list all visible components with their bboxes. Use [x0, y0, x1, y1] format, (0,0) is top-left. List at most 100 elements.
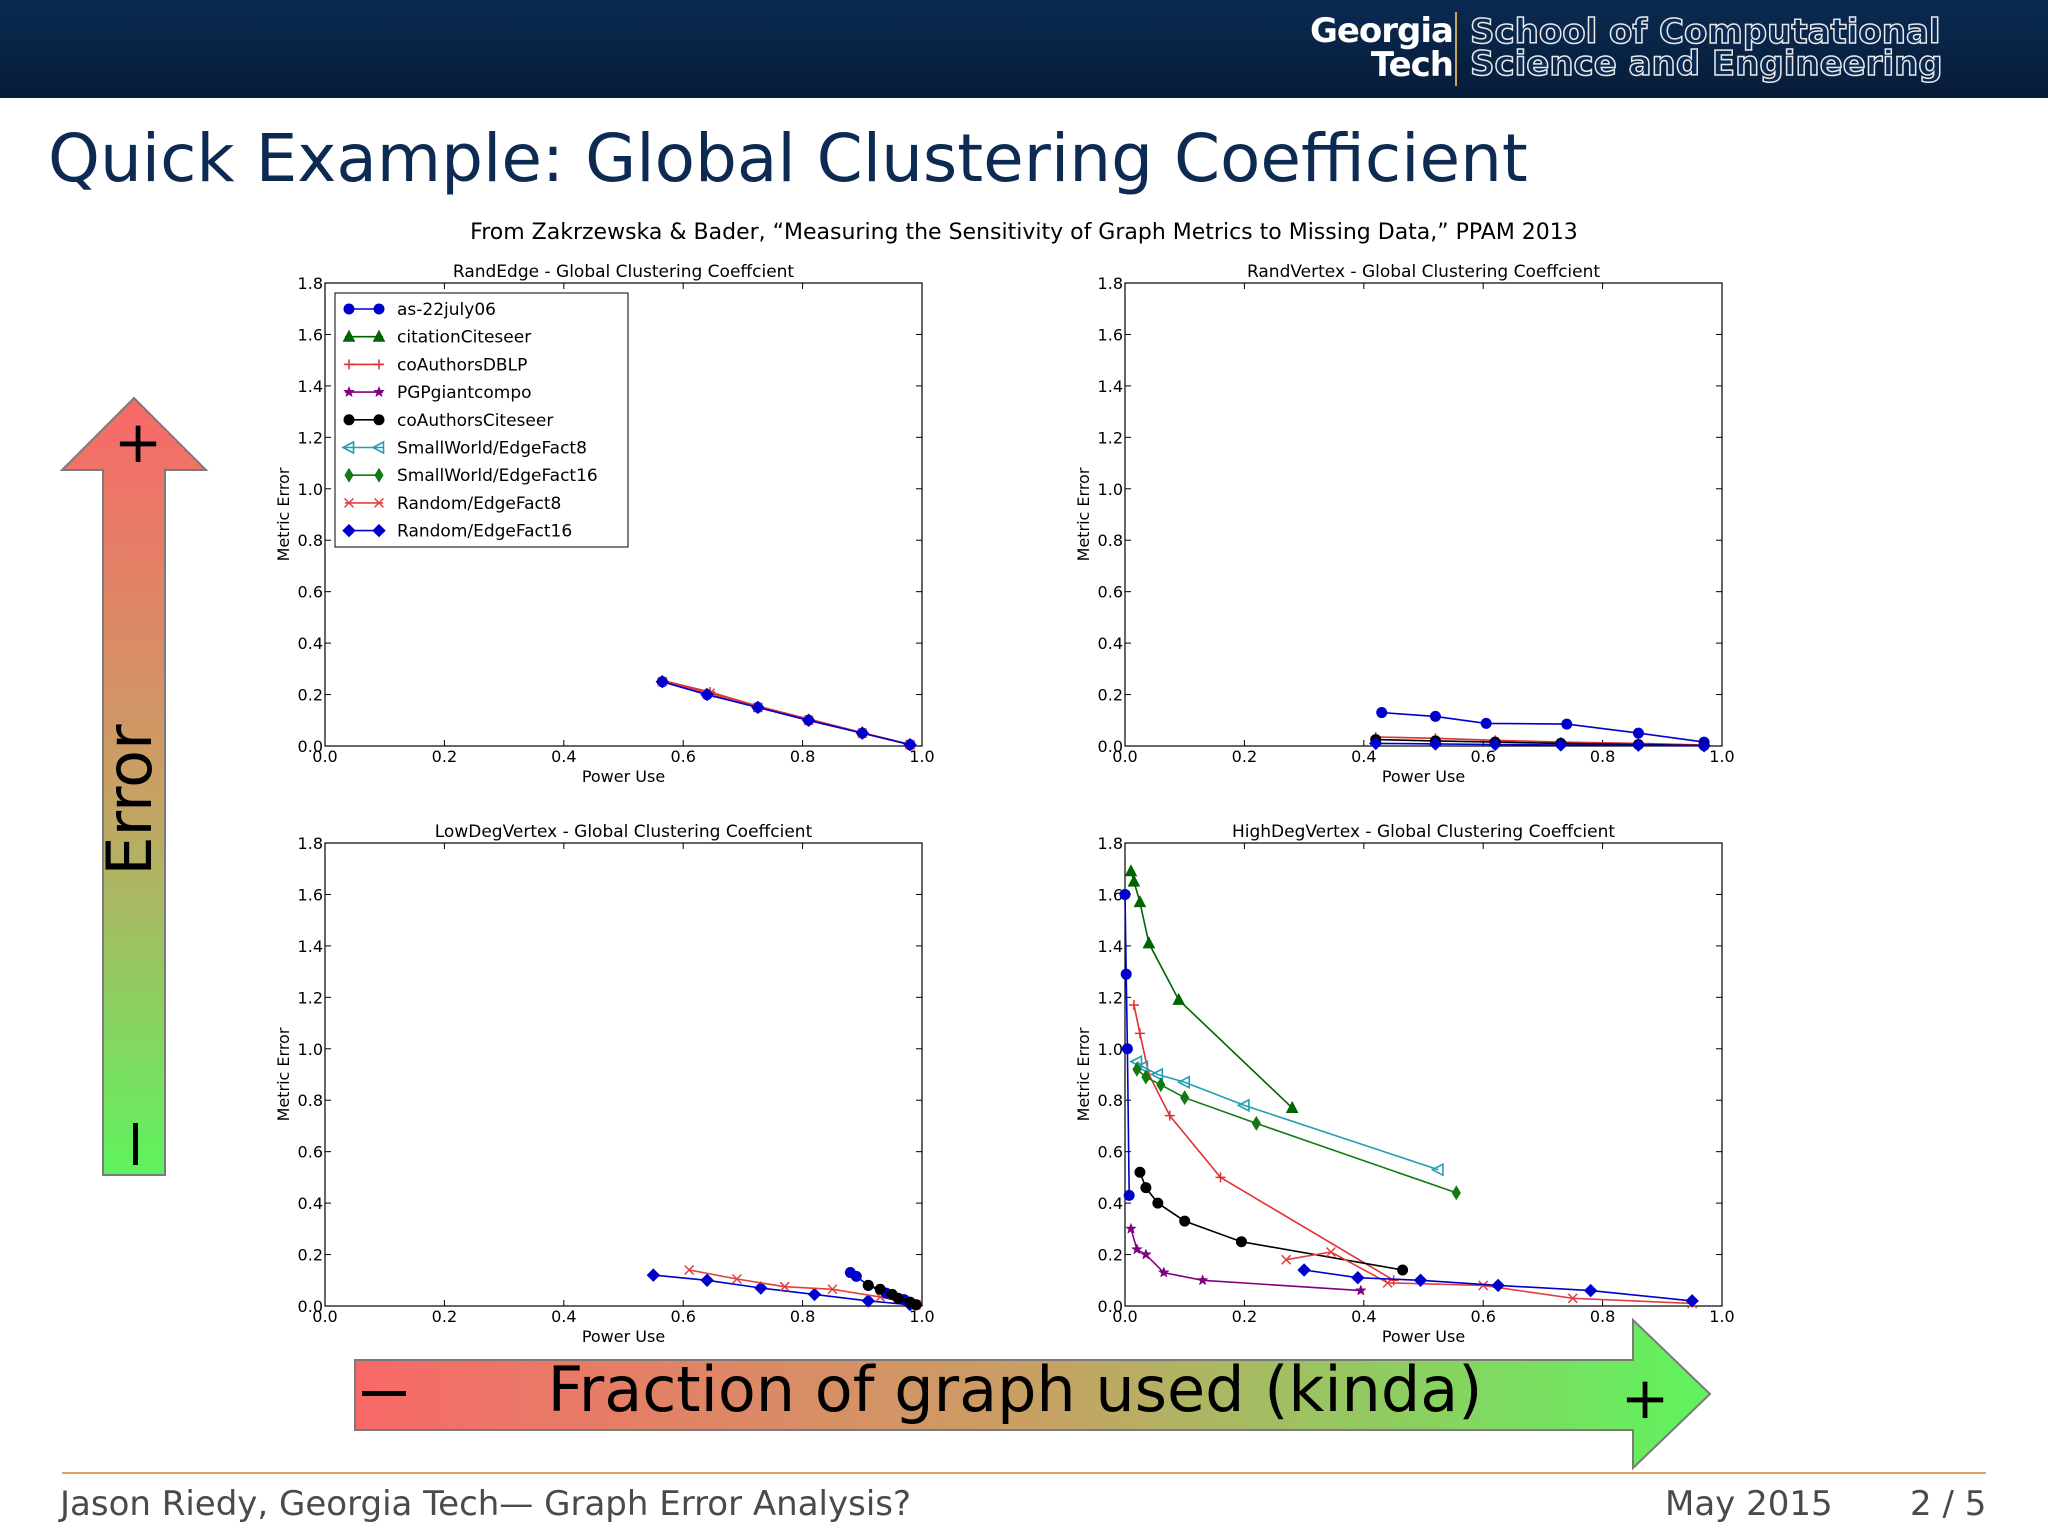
- header-band: [0, 0, 2048, 98]
- x-tick-label: 0.2: [1232, 1307, 1257, 1326]
- legend-marker-end: [373, 303, 385, 315]
- data-point: [1685, 1294, 1699, 1308]
- y-tick-label: 1.4: [1098, 377, 1123, 396]
- data-point: [1697, 739, 1711, 753]
- data-point: [1127, 874, 1141, 887]
- data-point: [1429, 710, 1441, 722]
- legend-entry: Random/EdgeFact16: [342, 522, 572, 542]
- x-tick-label: 0.6: [1470, 1307, 1495, 1326]
- data-point: [1179, 1215, 1191, 1227]
- chart-lowdegvertex: LowDegVertex - Global Clustering Coeffci…: [274, 822, 935, 1346]
- y-tick-label: 0.4: [298, 1194, 323, 1213]
- data-point: [1351, 1270, 1365, 1285]
- x-tick-label: 0.6: [670, 1307, 695, 1326]
- series-random-edgefact8: [1281, 1246, 1698, 1309]
- y-tick-label: 0.8: [298, 531, 323, 550]
- legend-label: SmallWorld/EdgeFact16: [397, 466, 598, 486]
- legend-marker-start: [344, 467, 354, 483]
- data-point: [807, 1287, 822, 1302]
- y-tick-label: 1.2: [298, 988, 323, 1007]
- data-point: [1488, 737, 1502, 752]
- series-line: [662, 680, 911, 746]
- footer-author: Jason Riedy, Georgia Tech— Graph Error A…: [60, 1484, 912, 1524]
- data-point: [1235, 1236, 1247, 1248]
- legend-label: as-22july06: [397, 300, 496, 320]
- series-line: [1133, 1004, 1395, 1281]
- legend-label: Random/EdgeFact8: [397, 494, 561, 514]
- data-point: [1134, 1028, 1145, 1039]
- y-tick-label: 0.0: [1098, 1297, 1123, 1316]
- series-coauthorsciteseer: [862, 1279, 922, 1311]
- data-point: [1119, 888, 1131, 900]
- data-point: [850, 1270, 862, 1282]
- data-point: [684, 1264, 695, 1276]
- y-tick-label: 0.4: [1098, 634, 1123, 653]
- data-point: [1196, 1274, 1209, 1286]
- data-point: [1376, 707, 1388, 719]
- x-tick-label: 1.0: [1709, 1307, 1734, 1326]
- data-point: [1215, 1172, 1226, 1183]
- y-tick-label: 1.8: [298, 274, 323, 293]
- legend-entry: as-22july06: [343, 300, 496, 320]
- x-tick-label: 0.8: [790, 1307, 815, 1326]
- series-as-22july06: [1376, 707, 1710, 748]
- y-tick-label: 0.8: [1098, 531, 1123, 550]
- data-point: [655, 674, 670, 689]
- data-point: [779, 1281, 790, 1292]
- fraction-arrow: Fraction of graph used (kinda) +: [354, 1317, 1712, 1471]
- chart-title: LowDegVertex - Global Clustering Coeffci…: [435, 822, 813, 842]
- data-point: [862, 1279, 874, 1291]
- legend-label: coAuthorsDBLP: [397, 355, 527, 375]
- x-tick-label: 1.0: [1709, 747, 1734, 766]
- series-pgpgiantcompo: [1125, 1222, 1367, 1296]
- data-point: [1297, 1263, 1311, 1277]
- series-line: [1303, 1269, 1693, 1302]
- fraction-arrow-minus-bar: [362, 1391, 406, 1396]
- data-point: [1172, 992, 1186, 1005]
- legend-entry: Random/EdgeFact8: [343, 494, 561, 514]
- legend-entry: coAuthorsCiteseer: [343, 411, 553, 431]
- logo-line-tech: Tech: [1370, 45, 1454, 85]
- legend-entry: coAuthorsDBLP: [344, 355, 527, 375]
- data-point: [903, 738, 917, 752]
- legend-marker-end: [373, 414, 385, 426]
- data-point: [861, 1294, 875, 1308]
- data-point: [646, 1268, 661, 1282]
- error-arrow-label: Error: [93, 724, 166, 876]
- fraction-arrow-label: Fraction of graph used (kinda): [548, 1353, 1483, 1426]
- x-tick-label: 0.4: [551, 1307, 576, 1326]
- data-point: [1631, 738, 1646, 752]
- y-axis-label: Metric Error: [1074, 467, 1093, 561]
- chart-title: HighDegVertex - Global Clustering Coeffc…: [1232, 822, 1615, 842]
- series-line: [1286, 1251, 1693, 1305]
- legend-entry: PGPgiantcompo: [343, 383, 532, 403]
- data-point: [1164, 1110, 1175, 1121]
- logo-line-georgia: Georgia: [1309, 11, 1454, 51]
- y-tick-label: 1.8: [298, 834, 323, 853]
- slide-title: Quick Example: Global Clustering Coeffic…: [48, 120, 1528, 197]
- data-point: [1141, 1069, 1151, 1085]
- x-axis-label: Power Use: [582, 1327, 665, 1346]
- data-point: [1554, 738, 1568, 752]
- y-tick-label: 0.0: [1098, 737, 1123, 756]
- school-name: School of Computational Science and Engi…: [1469, 14, 2030, 82]
- error-arrow-plus: +: [114, 408, 163, 476]
- legend-label: PGPgiantcompo: [397, 383, 532, 403]
- legend-marker-start: [343, 303, 355, 315]
- georgia-tech-logo: Georgia Tech: [1263, 11, 1454, 85]
- legend-label: SmallWorld/EdgeFact8: [397, 439, 587, 459]
- data-point: [1430, 1162, 1444, 1177]
- y-tick-label: 0.4: [1098, 1194, 1123, 1213]
- y-tick-label: 0.0: [298, 737, 323, 756]
- footer-divider: [62, 1472, 1986, 1474]
- y-tick-label: 0.6: [298, 1143, 323, 1162]
- legend-marker-start: [341, 440, 355, 455]
- data-point: [1140, 1182, 1152, 1194]
- series-coauthorsciteseer: [1134, 1166, 1409, 1276]
- error-arrow-minus-bar: [133, 1123, 138, 1165]
- data-point: [1251, 1115, 1261, 1131]
- data-point: [1131, 1243, 1143, 1255]
- series-line: [1375, 742, 1705, 747]
- data-point: [1139, 1248, 1152, 1260]
